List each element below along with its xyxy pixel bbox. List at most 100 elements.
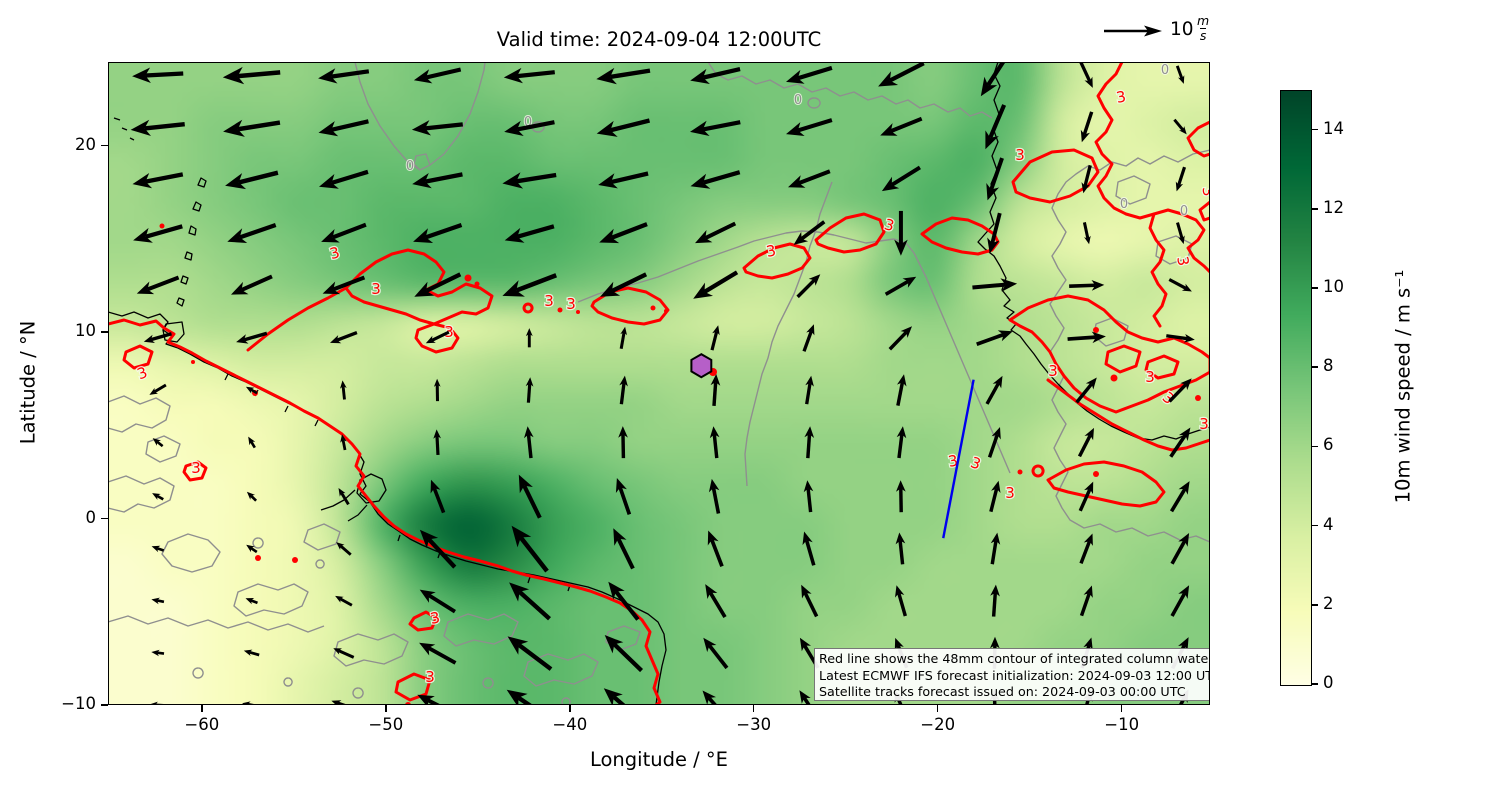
red-contour-dot: [576, 310, 580, 314]
colorbar-tick-mark: [1311, 524, 1318, 527]
wind-arrow-head: [690, 173, 711, 189]
gray-contour: [145, 435, 181, 463]
colorbar-tick-label: 0: [1323, 673, 1334, 692]
wind-arrow-head: [900, 326, 912, 338]
wind-arrow-shaft: [340, 492, 350, 506]
gray-contour: [561, 697, 571, 705]
wind-arrow-shaft: [526, 383, 532, 403]
wind-arrow-shaft: [802, 696, 812, 705]
wind-arrow-shaft: [250, 440, 256, 449]
colorbar-tick-mark: [1311, 128, 1318, 131]
wind-arrow-head: [1083, 637, 1093, 650]
wind-arrow-shaft: [331, 169, 369, 185]
wind-arrow-head: [248, 436, 256, 446]
gray-contour: [1049, 149, 1210, 543]
wind-arrow-head: [245, 598, 255, 605]
wind-arrow-shaft: [243, 331, 268, 342]
wind-arrow-head: [338, 488, 346, 497]
wind-arrow-head: [608, 581, 625, 600]
wind-arrow-head: [330, 335, 342, 344]
wind-arrow-head: [880, 123, 898, 136]
gray-contour: [1093, 317, 1129, 347]
wind-arrow-head: [902, 276, 917, 288]
x-tick-mark: [752, 705, 755, 712]
wind-arrow-head: [991, 427, 1001, 440]
wind-arrow-shaft: [153, 383, 167, 394]
wind-arrow-shaft: [424, 172, 463, 184]
gray-contour: [161, 533, 221, 573]
red-contour-label: 3: [444, 323, 454, 341]
wind-arrow-shaft: [796, 278, 816, 299]
wind-arrow-shaft: [710, 331, 719, 351]
x-tick-mark: [936, 705, 939, 712]
red-contour-label: 3: [566, 295, 576, 313]
page-title: Valid time: 2024-09-04 12:00UTC: [496, 28, 822, 51]
wind-arrow-head: [596, 120, 618, 137]
wind-arrow-shaft: [609, 68, 651, 80]
wind-arrow-head: [990, 532, 1001, 545]
wind-arrow-head: [613, 528, 627, 546]
red-contour-label: 3: [544, 292, 554, 310]
gray-contour-label: 0: [1161, 63, 1169, 78]
wind-arrow-head: [1084, 481, 1094, 495]
wind-arrow-head: [1178, 637, 1189, 651]
wind-speed-heatmap: [108, 62, 1210, 705]
wind-arrow-head: [433, 429, 441, 439]
red-icwv-contour: [1094, 62, 1210, 274]
wind-arrow-shaft: [339, 597, 353, 607]
wind-arrow-head: [805, 375, 814, 387]
wind-arrow-shaft: [898, 540, 905, 565]
wind-arrow-shaft: [156, 651, 165, 655]
wind-arrow-head: [525, 328, 533, 337]
annotation-line: Red line shows the 48mm contour of integ…: [819, 651, 1210, 666]
colorbar-tick-mark: [1311, 445, 1318, 448]
wind-arrow-head: [804, 426, 815, 438]
wind-arrow-shaft: [517, 695, 534, 705]
y-tick-mark: [101, 144, 108, 147]
wind-arrow-shaft: [336, 331, 358, 342]
wind-arrow-shaft: [156, 599, 165, 604]
annotation-box: Red line shows the 48mm contour of integ…: [814, 648, 1210, 701]
red-contour-dot: [664, 309, 668, 313]
wind-arrow-head: [620, 326, 627, 336]
wind-arrow-head: [802, 531, 813, 546]
red-contour-dot: [464, 274, 472, 282]
wind-arrow-shaft: [806, 488, 813, 513]
wind-arrow-head: [507, 636, 529, 655]
wind-arrow-head: [896, 426, 907, 439]
wind-arrow-head: [615, 478, 627, 493]
gray-contour: [192, 667, 204, 679]
gray-contour: [429, 62, 486, 166]
wind-arrow-head: [896, 480, 906, 492]
wind-arrow-shaft: [1069, 283, 1096, 288]
gray-contour: [707, 62, 993, 119]
red-contour-label: 3: [1115, 87, 1128, 106]
wind-arrow-head: [430, 479, 441, 494]
colorbar-tick-mark: [1311, 683, 1318, 685]
wind-arrow-shaft: [702, 67, 741, 80]
gray-contour: [108, 615, 325, 633]
colorbar-tick-label: 10: [1323, 277, 1344, 296]
gray-contour: [108, 395, 171, 433]
reference-arrow-value: 10: [1170, 19, 1194, 40]
wind-arrow-shaft: [711, 487, 721, 514]
wind-arrow-head: [695, 230, 713, 244]
wind-arrow-head: [702, 690, 716, 705]
wind-arrow-head: [411, 120, 431, 136]
wind-arrow-shaft: [1079, 592, 1091, 617]
wind-arrow-head: [419, 642, 436, 656]
wind-arrow-shaft: [618, 486, 632, 515]
wind-arrow-shaft: [1078, 488, 1092, 512]
wind-arrow-shaft: [518, 536, 549, 573]
wind-arrow-head: [151, 649, 160, 657]
wind-arrow-shaft: [800, 220, 826, 241]
x-tick-mark: [201, 705, 203, 712]
wind-arrow-shaft: [614, 590, 640, 621]
gray-contour-label: 0: [406, 159, 414, 174]
wind-arrow-head: [1080, 129, 1090, 143]
wind-arrow-head: [1084, 427, 1094, 441]
wind-arrow-head: [1184, 334, 1195, 343]
wind-arrow-head: [991, 480, 1001, 493]
wind-arrow-shaft: [802, 330, 813, 352]
wind-arrow-shaft: [897, 434, 904, 459]
